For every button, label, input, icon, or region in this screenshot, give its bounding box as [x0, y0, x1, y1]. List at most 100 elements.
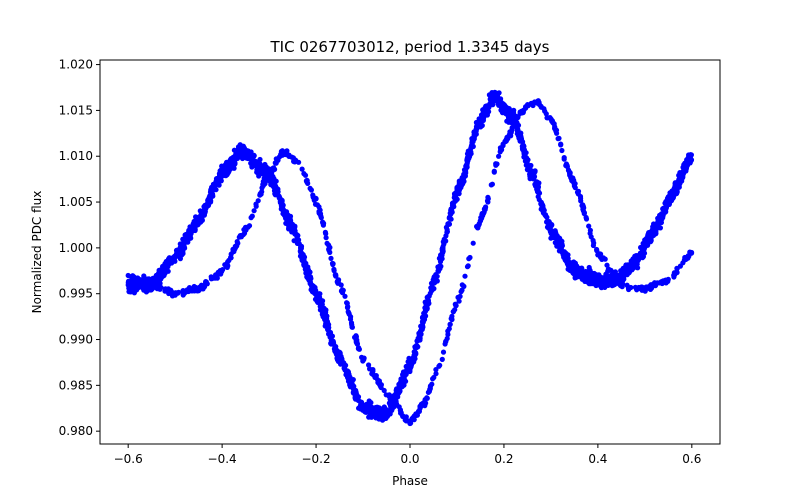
data-point [677, 175, 683, 181]
data-point [430, 376, 436, 382]
data-point [420, 315, 426, 321]
data-point [212, 181, 218, 188]
data-point [663, 205, 670, 211]
data-point [524, 163, 530, 169]
data-point [349, 324, 355, 330]
data-point [644, 236, 650, 242]
data-point [659, 280, 665, 287]
data-point [353, 392, 359, 398]
data-point [565, 266, 571, 272]
data-point [453, 190, 459, 196]
data-point [402, 373, 408, 379]
data-point [244, 148, 250, 154]
data-point [470, 139, 476, 145]
data-point [564, 162, 570, 169]
data-point [515, 115, 521, 121]
data-point [245, 155, 251, 161]
data-point [556, 135, 562, 141]
data-point [436, 255, 442, 261]
data-point [398, 410, 404, 416]
data-point [467, 254, 473, 261]
data-point [466, 149, 472, 155]
data-point [440, 248, 446, 254]
data-point [187, 288, 193, 294]
data-point [477, 218, 484, 224]
data-point [303, 266, 309, 273]
data-point [310, 192, 316, 198]
data-point [534, 179, 540, 185]
data-point [335, 280, 341, 286]
data-point [230, 155, 236, 161]
data-point [286, 153, 292, 159]
data-point [684, 162, 691, 168]
data-point [558, 141, 564, 147]
data-point [604, 262, 610, 268]
data-point [180, 288, 186, 294]
data-point [491, 169, 497, 175]
data-point [208, 274, 214, 280]
data-point [274, 185, 280, 191]
data-point [583, 214, 589, 221]
data-point [540, 205, 546, 211]
data-point [567, 260, 573, 266]
data-point [548, 235, 554, 241]
data-point [452, 301, 458, 307]
chart-title: TIC 0267703012, period 1.3345 days [269, 38, 549, 56]
data-point [431, 286, 437, 292]
data-point [141, 279, 147, 285]
data-point [621, 273, 627, 279]
data-point [567, 170, 573, 177]
data-point [396, 388, 403, 394]
data-point [599, 278, 605, 284]
data-point [353, 333, 359, 339]
data-point [347, 380, 353, 386]
data-point [279, 148, 285, 154]
data-point [135, 275, 141, 281]
data-point [587, 230, 593, 236]
data-point [311, 288, 317, 294]
data-point [180, 250, 186, 257]
data-point [413, 345, 419, 351]
data-point [404, 363, 410, 369]
data-point [435, 264, 441, 270]
data-point [423, 400, 429, 406]
data-point [548, 231, 554, 237]
data-point [575, 191, 581, 197]
data-point [680, 260, 686, 266]
data-point [459, 287, 465, 293]
data-point [628, 258, 634, 264]
data-point [536, 197, 542, 203]
x-tick-label: 0.2 [494, 452, 513, 466]
data-point [499, 102, 505, 108]
data-point [417, 337, 423, 343]
data-point [470, 240, 476, 246]
data-point [547, 115, 553, 121]
data-point [503, 138, 509, 144]
data-point [347, 316, 354, 322]
data-point [305, 180, 311, 186]
data-point [534, 100, 540, 106]
data-point [674, 182, 681, 189]
data-point [552, 124, 558, 130]
data-point [580, 203, 586, 209]
data-point [198, 285, 204, 291]
x-tick-label: 0.6 [682, 452, 701, 466]
data-point [578, 195, 584, 201]
data-point [561, 155, 567, 161]
data-point [535, 188, 541, 194]
data-point [333, 273, 339, 279]
data-point [497, 147, 504, 153]
data-point [450, 200, 456, 206]
data-point [195, 215, 201, 221]
data-point [138, 279, 144, 286]
data-point [643, 241, 649, 247]
x-axis-ticks: −0.6 −0.4 −0.2 0.0 0.2 0.4 0.6 [114, 444, 701, 466]
data-point [592, 280, 599, 286]
data-point [203, 279, 209, 286]
data-point [443, 338, 449, 344]
data-point [318, 215, 324, 221]
data-point [251, 153, 257, 159]
data-point [280, 206, 286, 212]
plot-frame [99, 59, 721, 445]
data-point [652, 225, 658, 231]
